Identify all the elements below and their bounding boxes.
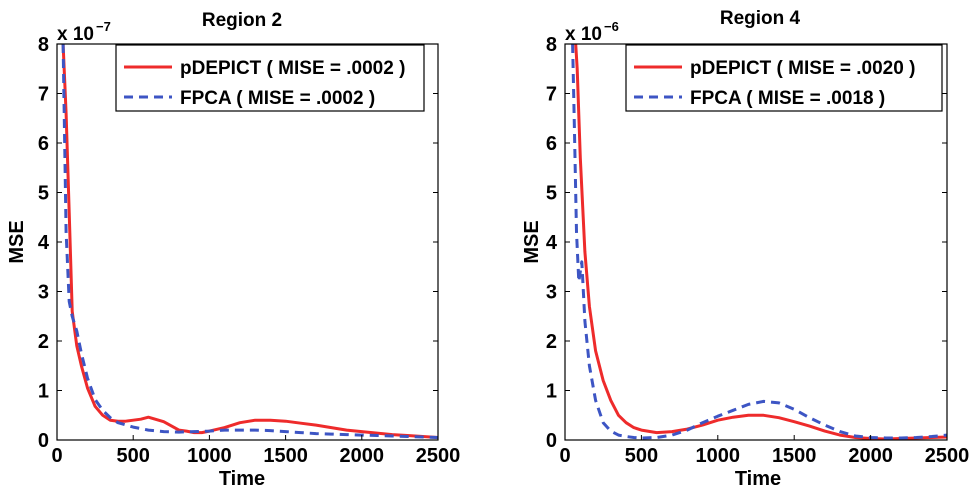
y-tick-label: 2 <box>546 331 557 353</box>
y-tick-label: 2 <box>38 331 49 353</box>
chart-panel-region-2: Region 2 MSE Time x 10 −7 0 500 1000 1500 200… <box>6 10 460 489</box>
series-line-fpca <box>61 44 438 439</box>
x-tick-label: 500 <box>625 445 658 467</box>
y-exponent-base: x 10 <box>57 24 94 45</box>
chart-title: Region 4 <box>720 8 801 29</box>
x-tick-label: 0 <box>51 445 62 467</box>
x-tick-label: 0 <box>559 445 570 467</box>
legend-label-pdepict: pDEPICT ( MISE = .0020 ) <box>690 58 915 79</box>
x-tick-label: 1000 <box>696 445 741 467</box>
x-tick-label: 1000 <box>187 445 232 467</box>
y-tick-label: 1 <box>38 381 49 403</box>
x-tick-label: 2500 <box>416 445 461 467</box>
y-axis-label: MSE <box>521 220 543 263</box>
legend-label-pdepict: pDEPICT ( MISE = .0002 ) <box>180 58 405 79</box>
y-tick-label: 8 <box>546 34 557 56</box>
x-axis-label: Time <box>735 468 781 489</box>
chart-panel-region-4: Region 4 MSE Time x 10 −6 0 500 1000 1500 200… <box>521 8 969 489</box>
y-tick-label: 4 <box>38 232 50 254</box>
legend-label-fpca: FPCA ( MISE = .0018 ) <box>690 88 885 109</box>
legend: pDEPICT ( MISE = .0020 ) FPCA ( MISE = .… <box>625 44 943 112</box>
legend-box <box>115 44 425 112</box>
y-exponent-power: −7 <box>96 19 111 34</box>
y-exponent: x 10 −6 <box>565 19 619 45</box>
y-tick-label: 7 <box>546 84 557 106</box>
x-tick-label: 1500 <box>263 445 308 467</box>
y-exponent-power: −6 <box>604 19 619 34</box>
y-tick-label: 5 <box>38 183 49 205</box>
y-exponent-base: x 10 <box>565 24 602 45</box>
y-tick-label: 5 <box>546 183 557 205</box>
y-tick-label: 1 <box>546 381 557 403</box>
y-tick-label: 3 <box>546 282 557 304</box>
y-tick-label: 3 <box>38 282 49 304</box>
legend-box <box>625 44 943 112</box>
y-tick-label: 0 <box>546 430 557 452</box>
y-tick-label: 0 <box>38 430 49 452</box>
x-tick-label: 500 <box>117 445 150 467</box>
y-exponent: x 10 −7 <box>57 19 111 45</box>
plot-area: 0 500 1000 1500 2000 2500 0 1 2 3 4 5 6 7 8 <box>546 34 969 467</box>
x-tick-label: 2000 <box>340 445 385 467</box>
x-tick-label: 2500 <box>925 445 970 467</box>
series-group <box>61 44 438 439</box>
x-tick-label: 1500 <box>772 445 817 467</box>
x-axis-label: Time <box>219 468 265 489</box>
x-tick-label: 2000 <box>848 445 893 467</box>
chart-title: Region 2 <box>202 10 282 31</box>
y-tick-label: 7 <box>38 84 49 106</box>
series-line-pdepict <box>574 44 947 440</box>
y-tick-label: 6 <box>38 133 49 155</box>
legend: pDEPICT ( MISE = .0002 ) FPCA ( MISE = .… <box>115 44 425 112</box>
y-axis-label: MSE <box>6 220 28 263</box>
legend-label-fpca: FPCA ( MISE = .0002 ) <box>180 88 375 109</box>
y-tick-label: 8 <box>38 34 49 56</box>
series-group <box>571 44 947 440</box>
y-tick-label: 4 <box>546 232 558 254</box>
y-tick-label: 6 <box>546 133 557 155</box>
plot-area: 0 500 1000 1500 2000 2500 0 1 2 3 4 5 6 7 8 <box>38 34 460 467</box>
